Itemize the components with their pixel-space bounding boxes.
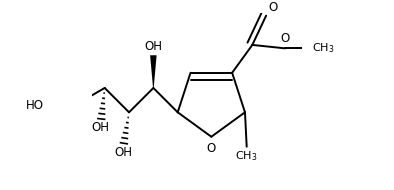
Text: O: O: [281, 32, 290, 45]
Text: CH$_3$: CH$_3$: [312, 41, 335, 55]
Text: HO: HO: [26, 99, 44, 112]
Text: O: O: [268, 1, 278, 14]
Text: OH: OH: [115, 146, 133, 159]
Text: CH$_3$: CH$_3$: [236, 150, 258, 163]
Text: O: O: [207, 142, 216, 154]
Text: OH: OH: [144, 40, 162, 53]
Polygon shape: [150, 55, 157, 88]
Text: OH: OH: [91, 121, 109, 134]
